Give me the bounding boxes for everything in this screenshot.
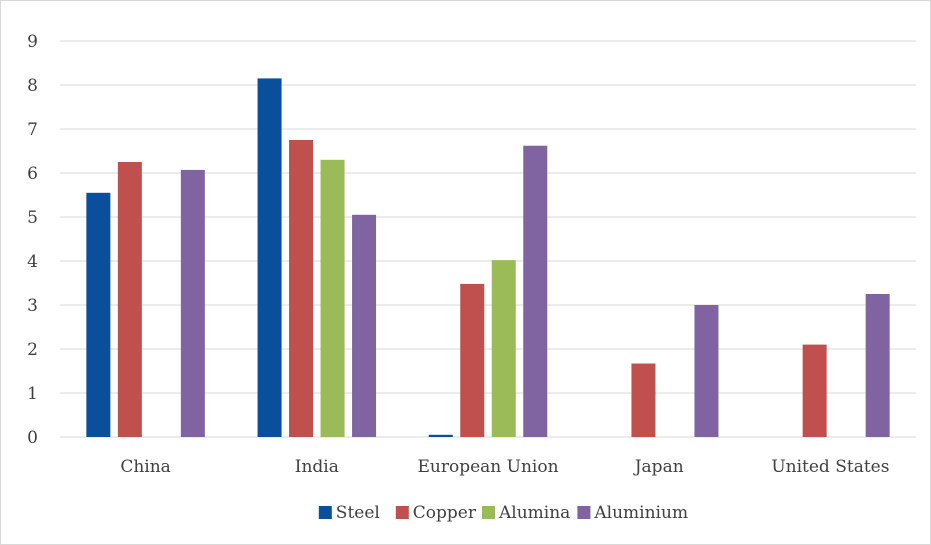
x-category-label: India	[295, 457, 339, 477]
legend-label-alumina: Alumina	[498, 503, 570, 523]
bar-copper-india	[289, 140, 314, 437]
bar-copper-japan	[631, 363, 656, 437]
y-tick-label: 7	[27, 120, 38, 140]
x-category-label: European Union	[417, 457, 558, 477]
x-category-label: Japan	[633, 457, 684, 477]
bar-steel-china	[86, 192, 111, 437]
bar-aluminium-china	[180, 169, 205, 438]
y-tick-label: 4	[27, 252, 38, 272]
bar-steel-european-union	[428, 434, 453, 437]
bar-aluminium-european-union	[523, 145, 548, 437]
y-tick-label: 2	[27, 340, 38, 360]
y-tick-label: 3	[27, 296, 38, 316]
legend-swatch-copper	[395, 506, 409, 519]
bar-aluminium-india	[352, 214, 377, 437]
x-category-label: United States	[771, 457, 889, 477]
legend-label-copper: Copper	[413, 503, 477, 523]
bar-alumina-european-union	[491, 260, 516, 437]
legend: Steel Copper Alumina Aluminium	[318, 503, 688, 523]
x-category-label: China	[120, 457, 170, 477]
bar-aluminium-united-states	[865, 294, 890, 437]
bar-copper-united-states	[802, 344, 827, 437]
y-tick-label: 0	[27, 428, 38, 448]
legend-swatch-alumina	[482, 506, 495, 519]
y-tick-label: 5	[27, 208, 38, 228]
y-tick-label: 6	[27, 164, 38, 184]
y-tick-label: 1	[27, 384, 38, 404]
y-tick-label: 8	[27, 76, 38, 96]
bar-copper-european-union	[460, 283, 485, 437]
legend-label-aluminium: Aluminium	[593, 503, 688, 523]
bar-steel-india	[257, 78, 282, 438]
bar-aluminium-japan	[694, 305, 719, 437]
bar-copper-china	[117, 162, 142, 437]
bar-alumina-india	[320, 159, 345, 438]
legend-swatch-aluminium	[577, 506, 591, 519]
legend-swatch-steel	[318, 506, 332, 519]
legend-label-steel: Steel	[336, 503, 380, 523]
y-tick-label: 9	[27, 32, 38, 52]
